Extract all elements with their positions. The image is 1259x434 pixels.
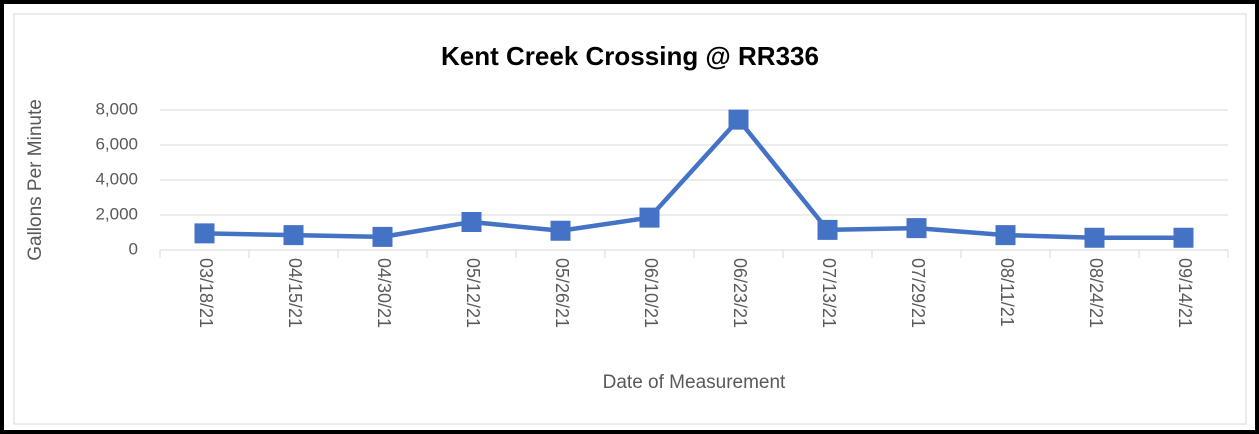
x-tick-label: 04/15/21 [285, 258, 305, 328]
y-tick-label: 8,000 [95, 99, 138, 118]
x-axis-title: Date of Measurement [603, 372, 786, 393]
x-tick-label: 04/30/21 [374, 258, 394, 328]
y-tick-label: 0 [129, 239, 138, 258]
marker [1084, 227, 1105, 248]
x-tick-label: 06/10/21 [641, 258, 661, 328]
marker [728, 109, 749, 130]
y-axis-title: Gallons Per Minute [25, 99, 46, 261]
marker [1173, 227, 1194, 248]
x-tick-label: 09/14/21 [1175, 258, 1195, 328]
marker [906, 218, 927, 239]
x-tick-label: 07/13/21 [819, 258, 839, 328]
x-tick-label: 07/29/21 [908, 258, 928, 328]
marker [550, 220, 571, 241]
x-tick-label: 06/23/21 [730, 258, 750, 328]
x-tick-label: 08/24/21 [1086, 258, 1106, 328]
marker [194, 223, 215, 244]
series-line [204, 117, 1184, 240]
x-tick-label: 08/11/21 [997, 258, 1017, 327]
marker [372, 226, 393, 247]
marker [283, 225, 304, 246]
chart-title: Kent Creek Crossing @ RR336 [441, 41, 819, 71]
x-tick-label: 03/18/21 [196, 258, 216, 328]
plot-frame [13, 13, 1247, 425]
x-tick-label: 05/26/21 [552, 258, 572, 328]
y-tick-label: 4,000 [95, 169, 138, 188]
marker [995, 225, 1016, 246]
y-tick-label: 6,000 [95, 134, 138, 153]
y-tick-label: 2,000 [95, 204, 138, 223]
x-tick-label: 05/12/21 [463, 258, 483, 328]
marker [639, 207, 660, 228]
marker [461, 212, 482, 232]
marker [817, 219, 838, 240]
